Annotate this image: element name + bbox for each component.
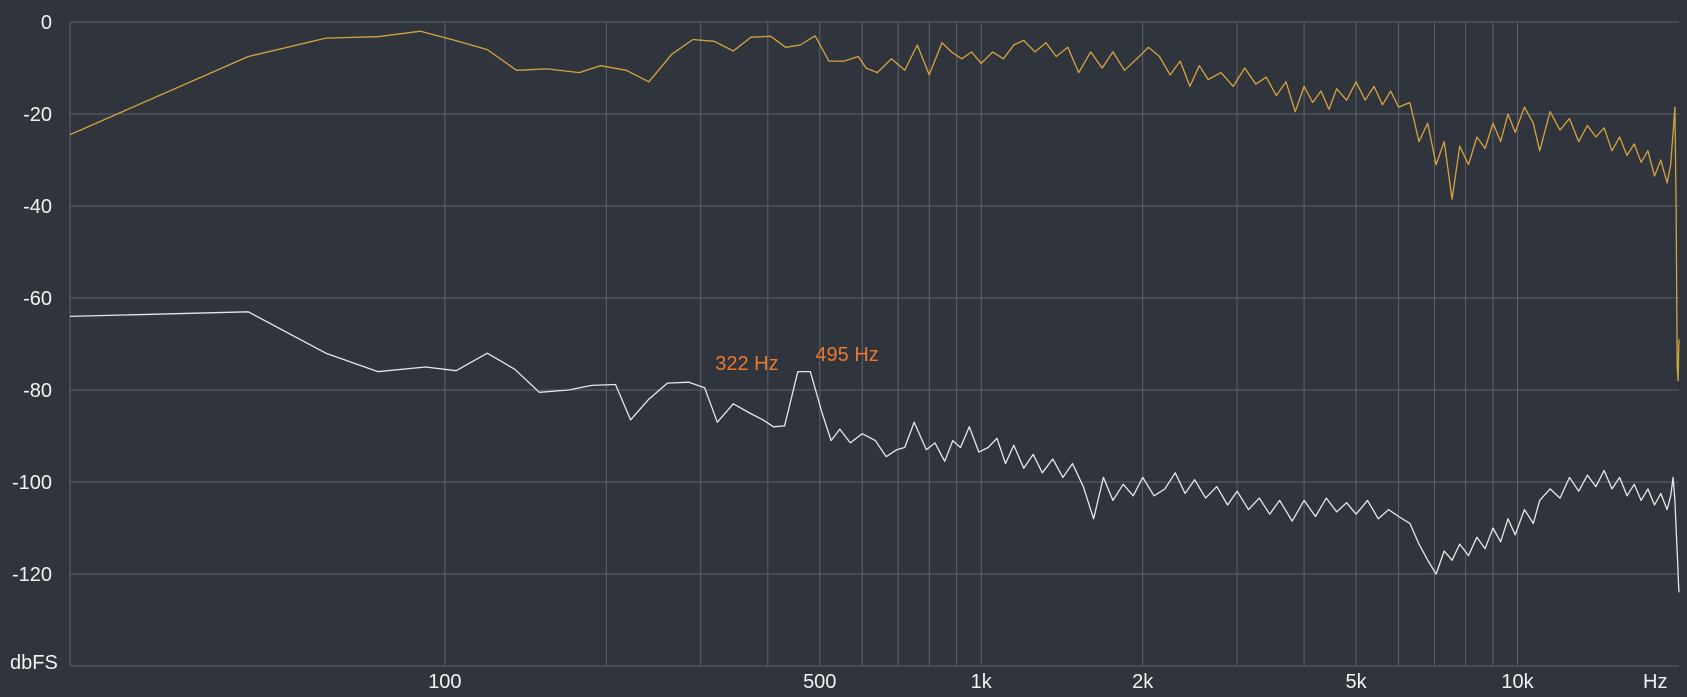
y-tick-label: -120 bbox=[12, 564, 52, 586]
x-tick-label: 1k bbox=[971, 671, 993, 693]
peak-annotation: 495 Hz bbox=[815, 344, 878, 366]
y-tick-labels: 0 -20 -40 -60 -80 -100 -120 bbox=[12, 12, 52, 586]
x-unit-label: Hz bbox=[1643, 671, 1667, 693]
y-tick-label: -100 bbox=[12, 472, 52, 494]
x-tick-label: 100 bbox=[428, 671, 461, 693]
horizontal-gridlines bbox=[70, 21, 1679, 667]
y-tick-label: -20 bbox=[23, 104, 52, 126]
x-tick-label: 500 bbox=[803, 671, 836, 693]
peak-annotations: 322 Hz 495 Hz bbox=[715, 344, 879, 375]
x-tick-label: 5k bbox=[1346, 671, 1368, 693]
vertical-gridlines bbox=[69, 22, 1519, 666]
peak-annotation: 322 Hz bbox=[715, 353, 778, 375]
x-tick-labels: 100 500 1k 2k 5k 10k bbox=[428, 671, 1534, 693]
series-line-2 bbox=[69, 311, 1680, 593]
y-tick-label: -80 bbox=[23, 380, 52, 402]
y-tick-label: 0 bbox=[41, 12, 52, 34]
series-layer bbox=[69, 30, 1680, 593]
y-tick-label: -60 bbox=[23, 288, 52, 310]
y-tick-label: -40 bbox=[23, 196, 52, 218]
y-unit-label: dbFS bbox=[10, 652, 58, 674]
x-tick-label: 2k bbox=[1132, 671, 1154, 693]
series-line-1 bbox=[69, 30, 1680, 382]
x-tick-label: 10k bbox=[1501, 671, 1534, 693]
